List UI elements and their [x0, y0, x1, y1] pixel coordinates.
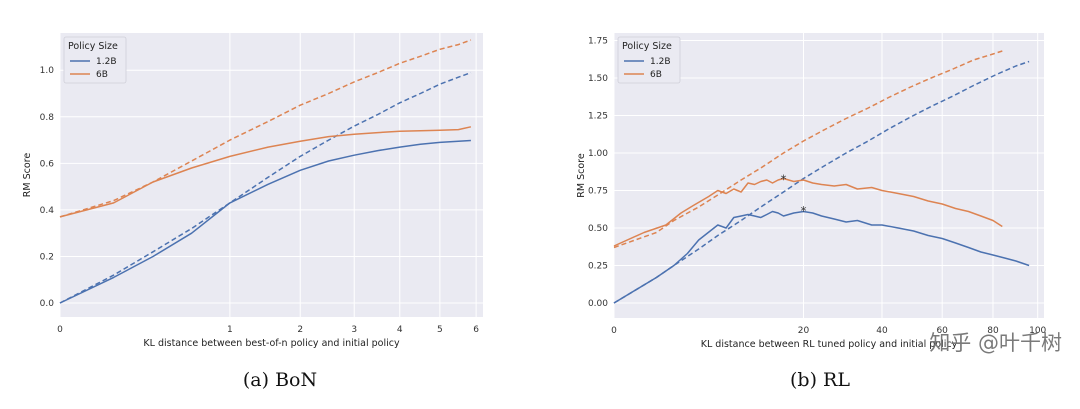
- bon-xtick-label: 2: [297, 325, 303, 335]
- bon-legend-title: Policy Size: [68, 41, 118, 52]
- rl-xtick-label: 40: [876, 326, 888, 336]
- rl-1-2b-line: [613, 210, 1030, 304]
- rl-legend-box: [617, 36, 681, 84]
- bon-1-2b-dashed-line: [59, 71, 472, 304]
- bon-xtick-label: 0: [57, 325, 63, 335]
- rl-xlabel: KL distance between RL tuned policy and …: [701, 339, 958, 350]
- bon-ytick-label: 0.2: [40, 252, 54, 262]
- bon-6b-dashed-line: [59, 39, 472, 218]
- bon-ytick-label: 1.0: [40, 66, 55, 76]
- bon-6b-line: [59, 126, 472, 218]
- rl-legend-label-6b: 6B: [650, 70, 662, 80]
- bon-xtick-label: 1: [227, 325, 233, 335]
- rl-legend: Policy Size 1.2B 6B: [617, 36, 681, 84]
- rl-ytick-label: 1.50: [588, 74, 608, 84]
- bon-ytick-label: 0.8: [40, 113, 55, 123]
- rl-star-marker: *: [800, 204, 806, 218]
- rl-caption: (b) RL: [790, 369, 850, 391]
- rl-ytick-label: 1.25: [588, 112, 608, 122]
- bon-caption: (a) BoN: [243, 369, 317, 391]
- rl-xtick-label: 60: [936, 326, 948, 336]
- bon-ytick-label: 0.4: [40, 206, 55, 216]
- rl-ytick-label: 1.75: [588, 37, 608, 47]
- rl-ylabel: RM Score: [576, 153, 587, 198]
- rl-ytick-label: 1.00: [588, 149, 608, 159]
- bon-chart: 0.0 0.2 0.4 0.6 0.8 1.0 0 1 2 3 4 5 6 RM Score KL di…: [22, 33, 483, 349]
- bon-ylabel: RM Score: [22, 153, 33, 198]
- bon-legend: Policy Size 1.2B 6B: [63, 36, 127, 84]
- bon-xtick-label: 4: [397, 325, 403, 335]
- rl-xtick-label: 20: [798, 326, 810, 336]
- bon-xtick-label: 5: [437, 325, 443, 335]
- bon-xtick-label: 3: [351, 325, 357, 335]
- rl-xtick-label: 0: [611, 326, 617, 336]
- bon-1-2b-line: [59, 139, 471, 304]
- bon-xtick-label: 6: [473, 325, 479, 335]
- rl-chart: 0.00 0.25 0.50 0.75 1.00 1.25 1.50 1.75 0 20 40 60 8…: [576, 33, 1047, 350]
- bon-legend-label-1-2b: 1.2B: [96, 57, 117, 67]
- rl-1-2b-dashed-line: [613, 60, 1030, 304]
- bon-ytick-label: 0.0: [40, 299, 55, 309]
- bon-legend-box: [63, 36, 127, 84]
- rl-ytick-label: 0.25: [588, 262, 608, 272]
- rl-star-marker: *: [780, 173, 786, 187]
- rl-6b-line: [613, 177, 1003, 247]
- watermark-text: 知乎 @叶千树: [929, 331, 1062, 355]
- rl-plot-area: [614, 33, 1044, 318]
- bon-legend-label-6b: 6B: [96, 70, 108, 80]
- rl-ytick-label: 0.75: [588, 187, 608, 197]
- rl-ytick-label: 0.50: [588, 224, 608, 234]
- rl-legend-label-1-2b: 1.2B: [650, 57, 671, 67]
- bon-plot-area: [60, 33, 483, 317]
- rl-ytick-label: 0.00: [588, 299, 608, 309]
- rl-xtick-label: 80: [987, 326, 999, 336]
- bon-ytick-label: 0.6: [40, 159, 55, 169]
- rl-xtick-label: 100: [1029, 326, 1046, 336]
- bon-xlabel: KL distance between best-of-n policy and…: [143, 338, 400, 349]
- rl-legend-title: Policy Size: [622, 41, 672, 52]
- rl-6b-dashed-line: [613, 50, 1003, 249]
